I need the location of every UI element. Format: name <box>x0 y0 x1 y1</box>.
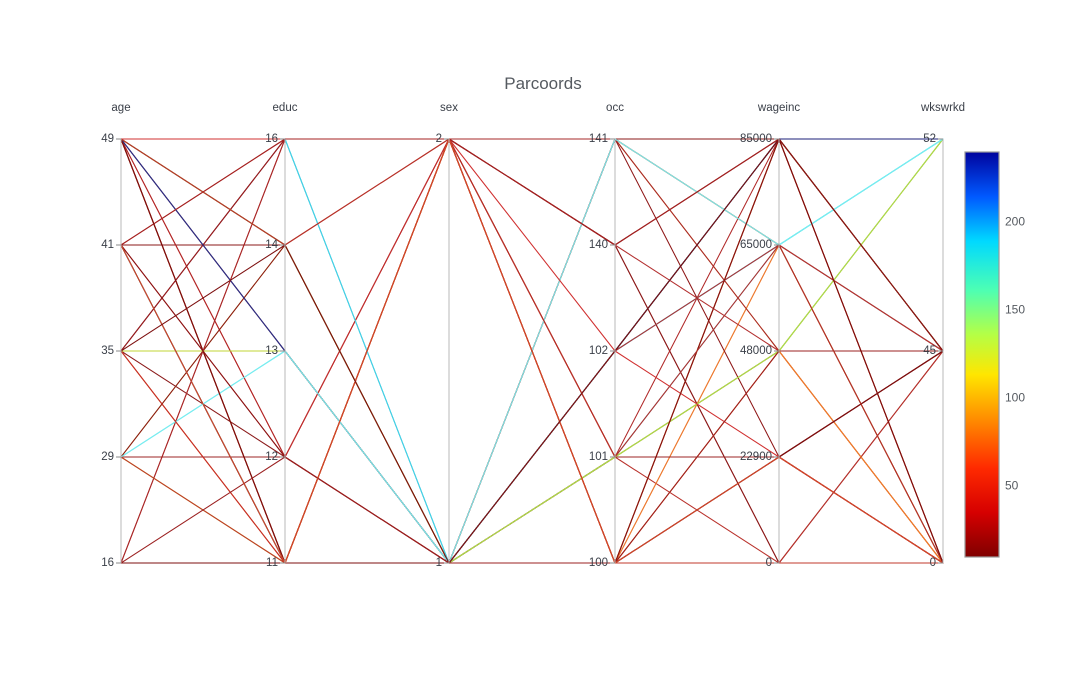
tick-label-age-41: 41 <box>101 239 114 251</box>
tick-label-wkswrkd-45: 45 <box>923 345 936 357</box>
tick-label-occ-101: 101 <box>589 451 608 463</box>
tick-label-age-16: 16 <box>101 557 114 569</box>
axis-title-educ[interactable]: educ <box>273 102 298 114</box>
tick-label-occ-100: 100 <box>589 557 608 569</box>
axis-title-wageinc[interactable]: wageinc <box>757 102 800 114</box>
tick-label-age-49: 49 <box>101 133 114 145</box>
axis-title-sex[interactable]: sex <box>440 102 458 114</box>
tick-label-wageinc-22900: 22900 <box>740 451 772 463</box>
tick-label-occ-102: 102 <box>589 345 608 357</box>
axis-title-occ[interactable]: occ <box>606 102 624 114</box>
tick-label-wkswrkd-0: 0 <box>930 557 936 569</box>
colorbar-frame <box>964 151 1000 558</box>
page-title: Parcoords <box>504 74 581 93</box>
colorbar-gradient[interactable] <box>965 152 999 557</box>
pc-line <box>120 138 944 564</box>
tick-label-educ-14: 14 <box>265 239 278 251</box>
tick-label-occ-141: 141 <box>589 133 608 145</box>
axes-layer <box>116 138 944 564</box>
axis-title-age[interactable]: age <box>111 102 130 114</box>
tick-label-educ-11: 11 <box>266 557 278 569</box>
colorbar-tick-50: 50 <box>1005 479 1019 493</box>
polyline-layer <box>120 138 944 564</box>
pc-line <box>120 350 944 564</box>
tick-label-sex-2: 2 <box>436 133 442 145</box>
tick-label-wageinc-65000: 65000 <box>740 239 772 251</box>
tick-label-wageinc-0: 0 <box>766 557 772 569</box>
tick-label-wageinc-85000: 85000 <box>740 133 772 145</box>
pc-line <box>120 138 944 564</box>
tick-label-wkswrkd-52: 52 <box>923 133 936 145</box>
tick-label-educ-12: 12 <box>265 451 278 463</box>
colorbar-tick-150: 150 <box>1005 303 1025 317</box>
tick-label-age-35: 35 <box>101 345 114 357</box>
tick-label-age-29: 29 <box>101 451 114 463</box>
axis-title-wkswrkd[interactable]: wkswrkd <box>920 102 965 114</box>
tick-label-educ-16: 16 <box>265 133 278 145</box>
axis-labels-layer: 49 41 35 29 16 age 16 14 13 12 11 educ 2 1 sex 141 140 10… <box>101 102 965 569</box>
tick-label-sex-1: 1 <box>436 557 442 569</box>
tick-label-wageinc-48000: 48000 <box>740 345 772 357</box>
tick-label-occ-140: 140 <box>589 239 608 251</box>
pc-line <box>120 138 944 564</box>
colorbar-tick-100: 100 <box>1005 391 1025 405</box>
tick-label-educ-13: 13 <box>265 345 278 357</box>
colorbar[interactable]: 50 100 150 200 <box>964 151 1025 558</box>
colorbar-tick-200: 200 <box>1005 215 1025 229</box>
